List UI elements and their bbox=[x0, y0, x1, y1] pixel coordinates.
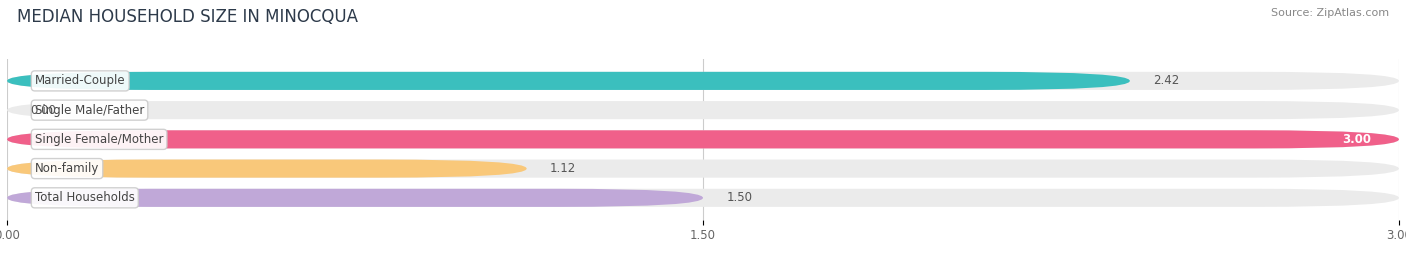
Text: Source: ZipAtlas.com: Source: ZipAtlas.com bbox=[1271, 8, 1389, 18]
FancyBboxPatch shape bbox=[7, 189, 703, 207]
Text: 1.50: 1.50 bbox=[727, 191, 752, 204]
FancyBboxPatch shape bbox=[7, 159, 527, 178]
FancyBboxPatch shape bbox=[7, 72, 1399, 90]
Text: 1.12: 1.12 bbox=[550, 162, 576, 175]
FancyBboxPatch shape bbox=[7, 189, 1399, 207]
Text: 3.00: 3.00 bbox=[1343, 133, 1371, 146]
Text: MEDIAN HOUSEHOLD SIZE IN MINOCQUA: MEDIAN HOUSEHOLD SIZE IN MINOCQUA bbox=[17, 8, 359, 26]
FancyBboxPatch shape bbox=[7, 159, 1399, 178]
Text: Married-Couple: Married-Couple bbox=[35, 75, 125, 87]
FancyBboxPatch shape bbox=[7, 130, 1399, 148]
Text: 2.42: 2.42 bbox=[1153, 75, 1180, 87]
FancyBboxPatch shape bbox=[7, 130, 1399, 148]
Text: 0.00: 0.00 bbox=[31, 104, 56, 117]
FancyBboxPatch shape bbox=[7, 72, 1130, 90]
FancyBboxPatch shape bbox=[7, 101, 1399, 119]
Text: Non-family: Non-family bbox=[35, 162, 100, 175]
Text: Single Male/Father: Single Male/Father bbox=[35, 104, 145, 117]
Text: Single Female/Mother: Single Female/Mother bbox=[35, 133, 163, 146]
Text: Total Households: Total Households bbox=[35, 191, 135, 204]
